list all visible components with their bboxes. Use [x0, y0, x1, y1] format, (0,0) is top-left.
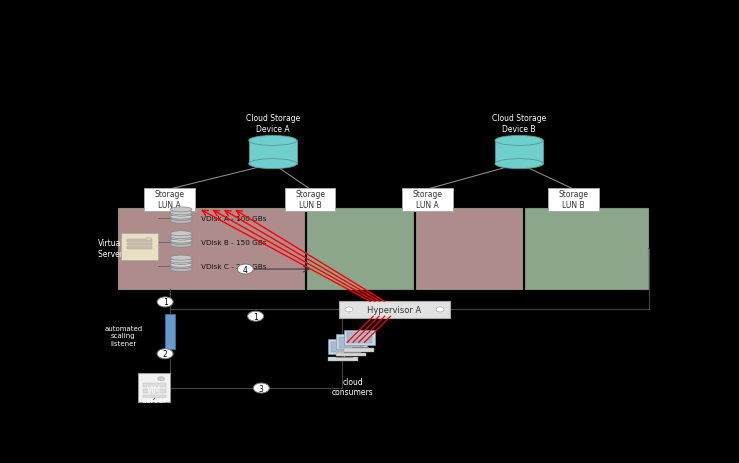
Circle shape — [436, 307, 444, 312]
Ellipse shape — [170, 207, 192, 213]
Bar — [336, 335, 367, 350]
Ellipse shape — [249, 136, 297, 146]
FancyBboxPatch shape — [548, 188, 599, 211]
Text: Virtual
Server A: Virtual Server A — [98, 238, 131, 258]
Circle shape — [146, 238, 151, 241]
Ellipse shape — [170, 212, 192, 217]
FancyBboxPatch shape — [145, 188, 195, 211]
Text: 1: 1 — [163, 298, 168, 307]
Ellipse shape — [170, 258, 192, 263]
Text: 4: 4 — [243, 265, 248, 274]
FancyBboxPatch shape — [339, 301, 450, 318]
Ellipse shape — [170, 240, 192, 245]
Ellipse shape — [170, 210, 192, 215]
Bar — [127, 243, 152, 245]
Ellipse shape — [170, 264, 192, 269]
FancyArrowPatch shape — [153, 398, 154, 400]
Text: VDisk A - 100 GBs: VDisk A - 100 GBs — [201, 215, 267, 221]
Bar — [127, 239, 152, 242]
Circle shape — [248, 312, 264, 321]
Ellipse shape — [170, 267, 192, 272]
Bar — [525, 209, 648, 289]
Bar — [347, 332, 372, 343]
Ellipse shape — [495, 136, 543, 146]
Bar — [307, 209, 413, 289]
Text: Storage
LUN A: Storage LUN A — [412, 190, 443, 210]
Bar — [165, 314, 175, 350]
Ellipse shape — [170, 234, 192, 239]
Ellipse shape — [170, 263, 192, 268]
Circle shape — [253, 383, 269, 393]
Ellipse shape — [170, 243, 192, 248]
Text: Cloud Storage
Device A: Cloud Storage Device A — [245, 114, 300, 133]
Text: Hypervisor A: Hypervisor A — [367, 305, 422, 314]
Circle shape — [157, 297, 173, 307]
Bar — [344, 330, 375, 345]
Text: 3: 3 — [259, 384, 264, 393]
Circle shape — [345, 307, 353, 312]
Text: 1: 1 — [253, 312, 258, 321]
Bar — [143, 389, 166, 393]
Circle shape — [237, 264, 253, 275]
Bar — [339, 337, 364, 348]
Text: 2: 2 — [163, 350, 168, 358]
Bar — [138, 374, 170, 402]
Bar — [121, 234, 157, 261]
Text: Storage
LUN B: Storage LUN B — [559, 190, 588, 210]
Ellipse shape — [495, 159, 543, 169]
Bar — [249, 141, 297, 164]
FancyBboxPatch shape — [285, 188, 336, 211]
Bar — [331, 342, 356, 352]
Circle shape — [157, 349, 173, 359]
Text: automated
scaling
listener: automated scaling listener — [104, 325, 143, 346]
Bar — [143, 395, 166, 399]
Bar — [328, 357, 358, 361]
Ellipse shape — [170, 238, 192, 244]
Text: cloud
consumers: cloud consumers — [332, 377, 374, 396]
Ellipse shape — [170, 216, 192, 221]
Ellipse shape — [170, 260, 192, 265]
Text: VIM
server: VIM server — [142, 385, 166, 404]
Text: VDisk B - 150 GBs: VDisk B - 150 GBs — [201, 239, 267, 245]
Bar — [495, 141, 543, 164]
Bar — [416, 209, 522, 289]
Text: Cloud Storage
Device B: Cloud Storage Device B — [492, 114, 546, 133]
FancyBboxPatch shape — [402, 188, 452, 211]
Text: VDisk C - 200 GBs: VDisk C - 200 GBs — [201, 263, 267, 269]
Ellipse shape — [170, 214, 192, 219]
Ellipse shape — [170, 232, 192, 236]
Bar — [143, 383, 166, 387]
Bar — [344, 348, 374, 352]
Ellipse shape — [170, 256, 192, 261]
Text: Storage
LUN B: Storage LUN B — [295, 190, 325, 210]
Bar — [328, 339, 359, 354]
Bar — [118, 209, 304, 289]
Text: Storage
LUN A: Storage LUN A — [154, 190, 185, 210]
Circle shape — [157, 377, 165, 381]
Ellipse shape — [170, 236, 192, 241]
Bar — [336, 353, 366, 357]
Bar — [127, 247, 152, 249]
Ellipse shape — [170, 219, 192, 224]
Ellipse shape — [249, 159, 297, 169]
